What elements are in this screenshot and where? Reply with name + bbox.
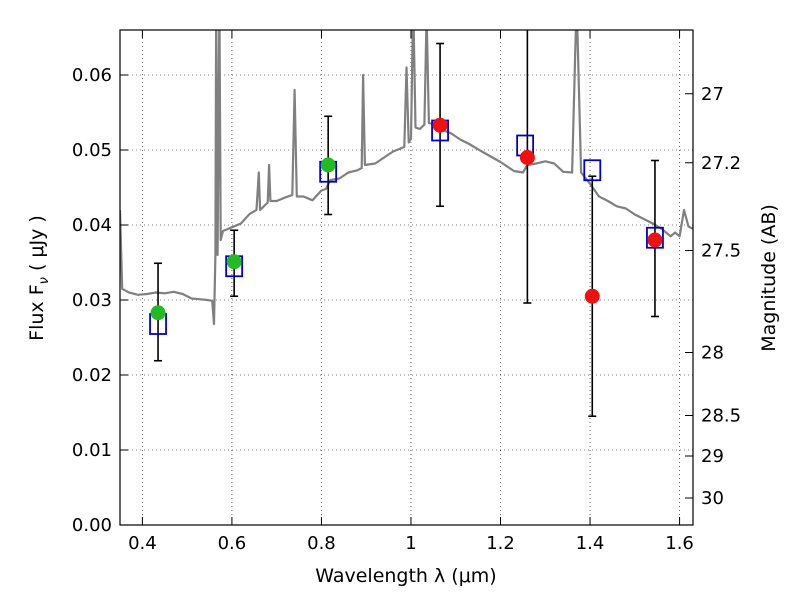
x-tick-label: 1.6	[665, 533, 694, 554]
x-tick-label: 0.4	[128, 533, 157, 554]
y-axis-title: Flux Fν ( μJy )	[26, 215, 52, 341]
axis-ticks: 0.4 0.6 0.8 1 1.2 1.4 1.6 0.00 0.01 0.02 0.03 0.04 0…	[72, 30, 741, 554]
y-tick-label: 0.04	[72, 215, 112, 236]
y2-axis-title: Magnitude (AB)	[758, 204, 780, 352]
x-tick-label: 1.2	[486, 533, 515, 554]
y-tick-label: 0.03	[72, 290, 112, 311]
y-tick-label: 0.02	[72, 365, 112, 386]
model-square	[646, 226, 664, 249]
x-tick-label: 1.4	[576, 533, 605, 554]
y2-tick-label: 29	[701, 446, 724, 467]
y-axis-title-subscript: ν	[37, 277, 52, 284]
y2-tick-label: 28	[701, 343, 724, 364]
x-tick-label: 1	[405, 533, 416, 554]
observed-point	[320, 157, 336, 173]
template-spectrum-line	[120, 30, 693, 326]
x-tick-label: 0.8	[307, 533, 336, 554]
y-tick-label: 0.01	[72, 440, 112, 461]
y2-tick-label: 28.5	[701, 406, 741, 427]
y-axis-title-unit: ( μJy )	[26, 215, 48, 277]
observed-point	[519, 150, 535, 165]
template-spectrum	[120, 30, 693, 326]
y-axis-title-main: Flux F	[26, 284, 48, 340]
model-square	[583, 159, 602, 182]
plot-frame	[119, 29, 694, 526]
y2-tick-label: 27	[701, 84, 724, 105]
y2-tick-label: 27.5	[701, 241, 741, 262]
observed-point	[647, 232, 663, 248]
observed-point	[226, 254, 242, 270]
observed-point	[584, 288, 600, 304]
x-axis-title: Wavelength λ (μm)	[315, 565, 496, 587]
y-tick-label: 0.06	[72, 65, 112, 86]
y-tick-label: 0.00	[72, 515, 112, 536]
y-tick-label: 0.05	[72, 140, 112, 161]
y2-tick-label: 27.2	[701, 153, 741, 174]
observed-point	[432, 117, 448, 133]
x-tick-label: 0.6	[218, 533, 247, 554]
observed-points	[150, 117, 663, 321]
grid	[120, 30, 693, 526]
model-squares	[149, 119, 664, 335]
y2-tick-label: 30	[701, 488, 724, 509]
observed-point	[150, 305, 166, 321]
